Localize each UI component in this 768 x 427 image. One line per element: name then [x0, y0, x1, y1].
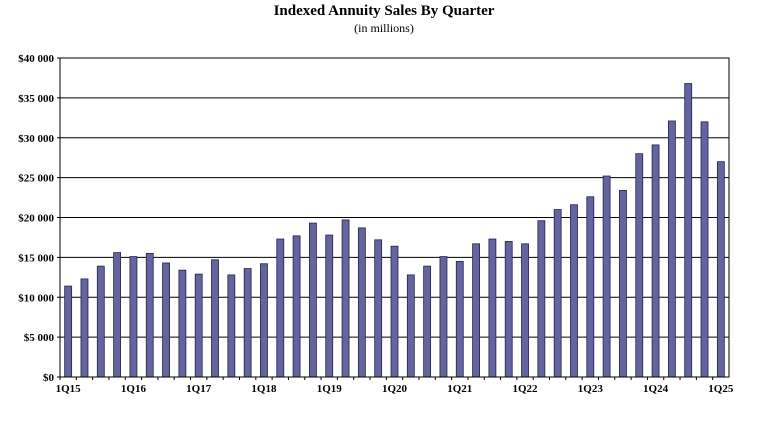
bar-4Q20 [439, 256, 448, 378]
y-tick-label: $5 000 [24, 332, 55, 344]
bar-1Q19 [325, 234, 334, 378]
bar-4Q16 [178, 269, 187, 378]
axes [57, 57, 730, 380]
bar-2Q19 [341, 219, 350, 378]
bar-1Q25 [716, 161, 725, 378]
x-tick-label: 1Q16 [121, 383, 147, 395]
bar-3Q18 [292, 235, 301, 378]
x-tick-label: 1Q23 [578, 383, 604, 395]
bar-3Q20 [423, 265, 432, 378]
bar-1Q16 [129, 256, 138, 378]
x-tick-label: 1Q20 [382, 383, 408, 395]
y-tick-label: $10 000 [18, 292, 54, 304]
bar-1Q18 [260, 263, 268, 378]
bar-4Q21 [504, 241, 513, 378]
bar-4Q19 [374, 239, 383, 378]
bar-2Q15 [80, 278, 89, 378]
x-tick-label: 1Q22 [513, 383, 539, 395]
bar-4Q23 [635, 153, 644, 378]
bar-2Q16 [145, 252, 154, 378]
bar-1Q20 [390, 245, 399, 378]
bar-3Q19 [357, 227, 366, 378]
chart-title: Indexed Annuity Sales By Quarter [273, 3, 495, 19]
x-tick-label: 1Q21 [447, 383, 472, 395]
bar-2Q17 [211, 259, 219, 378]
bar-1Q24 [651, 144, 660, 378]
bar-3Q23 [619, 189, 627, 378]
bar-3Q17 [227, 274, 236, 378]
bar-1Q23 [586, 196, 595, 378]
y-axis-tick-labels: $0 $5 000 $10 000 $15 000 $20 000 $25 000 $30 … [18, 53, 54, 384]
bar-2Q22 [537, 220, 546, 378]
y-tick-label: $25 000 [18, 173, 54, 185]
y-tick-label: $20 000 [18, 213, 54, 225]
bar-3Q16 [162, 262, 170, 378]
y-tick-label: $35 000 [18, 93, 54, 105]
x-axis-tick-labels: 1Q15 1Q16 1Q17 1Q18 1Q19 1Q20 1Q21 1Q22 1Q23 1Q24… [56, 383, 734, 395]
y-tick-label: $30 000 [18, 133, 54, 145]
bar-4Q18 [309, 222, 317, 378]
bar-4Q22 [570, 204, 578, 378]
x-tick-label: 1Q18 [251, 383, 277, 395]
bar-2Q23 [602, 175, 611, 378]
x-tick-label: 1Q17 [186, 383, 212, 395]
bars [64, 83, 725, 378]
bar-2Q20 [406, 274, 415, 378]
bar-3Q15 [96, 265, 105, 378]
y-tick-label: $15 000 [18, 252, 54, 264]
bar-3Q21 [488, 238, 497, 378]
y-tick-label: $40 000 [18, 53, 54, 65]
bar-1Q21 [455, 260, 464, 378]
x-tick-label: 1Q24 [643, 383, 669, 395]
bar-4Q15 [113, 252, 122, 378]
x-tick-label: 1Q19 [317, 383, 343, 395]
bar-3Q22 [553, 209, 562, 378]
x-tick-label: 1Q15 [56, 383, 82, 395]
bar-2Q24 [667, 120, 676, 378]
bar-3Q24 [684, 83, 693, 378]
bar-1Q22 [521, 243, 529, 378]
bar-1Q15 [64, 285, 73, 378]
bar-2Q18 [276, 238, 285, 378]
x-tick-label: 1Q25 [708, 383, 734, 395]
bar-1Q17 [194, 273, 203, 378]
bar-2Q21 [472, 243, 480, 378]
bar-4Q17 [243, 268, 252, 378]
y-tick-label: $0 [43, 372, 55, 384]
bar-4Q24 [700, 121, 709, 378]
chart-subtitle: (in millions) [354, 21, 414, 35]
